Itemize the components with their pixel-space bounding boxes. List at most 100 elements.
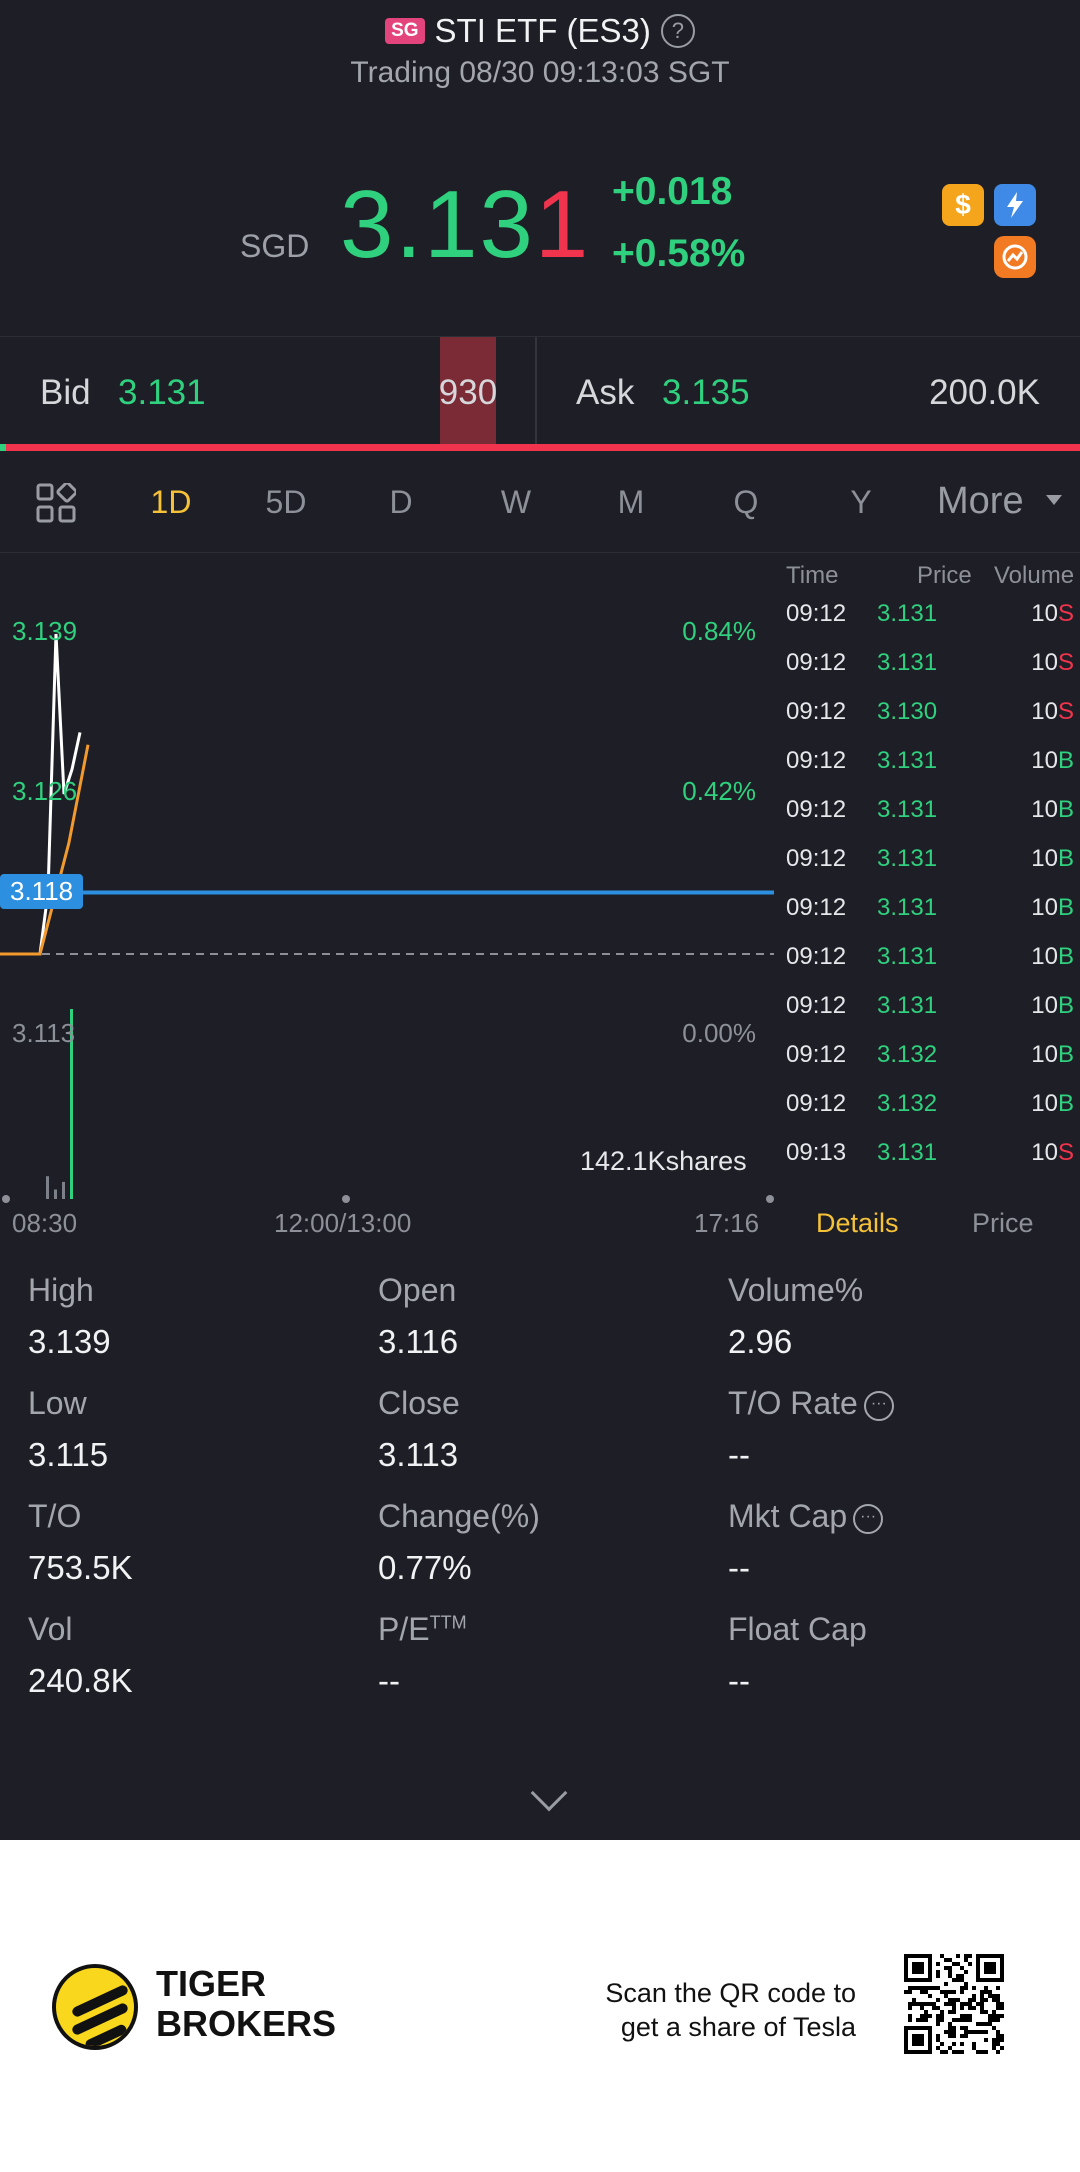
stat-label: Float Cap [728,1611,867,1647]
trades-header-price: Price [917,562,972,589]
x-tick-label: 08:30 [12,1208,78,1238]
stat-market-cap: Mkt Cap ··· -- [728,1498,1048,1587]
trade-price: 3.131 [877,600,938,627]
trade-side: S [1057,698,1074,725]
bid-ratio-fill [0,444,6,451]
stat-label: Vol [28,1611,73,1647]
stat-label-text: Mkt Cap [728,1498,848,1534]
trade-price: 3.132 [877,1090,938,1117]
bid-size: 930 [438,373,498,412]
tab-more[interactable]: More [937,480,1024,522]
trade-price: 3.131 [877,943,938,970]
dollar-icon[interactable]: $ [942,184,984,226]
trade-time: 09:12 [786,747,847,774]
bid-size-highlight [440,337,496,447]
flash-icon[interactable] [994,184,1036,226]
trade-time: 09:12 [786,1041,847,1068]
volume-bar [62,1181,65,1199]
stat-label: Open [378,1272,457,1308]
trade-row: 09:13 3.131 10 S [774,1129,1080,1178]
percent-tick-label: 0.42% [682,776,756,806]
trade-volume: 10 [1031,698,1058,725]
trade-volume: 10 [1031,649,1058,676]
stat-value: 0.77% [378,1549,472,1586]
stat-pe: P/ETTM -- [378,1611,698,1700]
trade-price: 3.131 [877,894,938,921]
trade-row: 09:12 3.131 10 S [774,590,1080,639]
y-tick-label: 3.126 [12,776,78,806]
tab-d[interactable]: D [389,484,413,520]
info-icon[interactable]: ··· [853,1503,884,1534]
trade-row: 09:12 3.132 10 B [774,1080,1080,1129]
trade-time: 09:13 [786,1139,847,1166]
trade-side: B [1057,894,1074,921]
trade-price: 3.131 [877,1139,938,1166]
trades-list[interactable]: Time Price Volume 09:12 3.131 10 S 09:12 3.13… [774,554,1080,1254]
last-price: 3.131 [340,170,590,280]
currency-label: SGD [240,228,310,264]
trade-row: 09:12 3.131 10 B [774,786,1080,835]
ask-size: 200.0K [929,373,1040,412]
x-tick-label: 17:16 [694,1208,760,1238]
stat-change-percent: Change(%) 0.77% [378,1498,698,1587]
trade-volume: 10 [1031,894,1058,921]
help-icon[interactable]: ? [660,14,695,48]
tab-m[interactable]: M [617,484,645,520]
trade-volume: 10 [1031,943,1058,970]
last-price-last-digit: 1 [534,171,591,278]
x-tick-mark [342,1195,350,1203]
tab-price[interactable]: Price [972,1208,1034,1238]
stats-grid: High 3.139 Open 3.116 Volume% 2.96 Low 3.115… [0,1260,1080,1720]
intraday-chart[interactable]: 3.139 3.126 3.113 0.84% 0.42% 0.00% 3.11… [0,554,774,1238]
trading-status: Trading 08/30 09:13:03 SGT [350,56,730,89]
stat-value: -- [378,1662,400,1699]
stat-label: T/O Rate ··· [728,1385,1048,1422]
tiger-logo-icon [52,1964,138,2050]
stat-label: Change(%) [378,1498,540,1534]
chart-canvas[interactable] [0,554,774,1210]
market-badge: SG [385,18,425,44]
qr-code-icon [904,1954,1004,2054]
grid-icon[interactable] [36,481,78,523]
ask-label: Ask [576,373,635,412]
promo-text: Scan the QR code to get a share of Tesla [605,1976,856,2044]
chevron-down-icon[interactable] [1046,495,1062,505]
tab-q[interactable]: Q [733,484,759,520]
trades-header-time: Time [786,562,839,589]
brand-name: TIGER BROKERS [156,1964,336,2044]
trade-volume: 10 [1031,600,1058,627]
percent-tick-label: 0.84% [682,616,756,646]
trade-side: B [1057,845,1074,872]
trade-volume: 10 [1031,1139,1058,1166]
bid-label: Bid [40,373,91,412]
tab-5d[interactable]: 5D [265,484,307,520]
stat-turnover: T/O 753.5K [28,1498,348,1587]
stat-value: 2.96 [728,1323,793,1360]
tab-details[interactable]: Details [816,1208,899,1238]
trade-volume: 10 [1031,845,1058,872]
trade-side: B [1057,943,1074,970]
trade-price: 3.131 [877,747,938,774]
tab-y[interactable]: Y [850,484,872,520]
stat-low: Low 3.115 [28,1385,348,1474]
info-icon[interactable]: ··· [863,1390,894,1421]
stock-title: STI ETF (ES3) [434,12,651,49]
tab-1d[interactable]: 1D [150,484,192,520]
chevron-down-icon[interactable] [530,1774,568,1812]
promo-text-line: get a share of Tesla [620,2012,856,2042]
stat-volume: Vol 240.8K [28,1611,348,1700]
quote-panel: SGD 3.131 +0.018 +0.58% $ [0,110,1080,336]
stat-close: Close 3.113 [378,1385,698,1474]
stat-value: 3.115 [28,1436,109,1473]
trade-price: 3.130 [877,698,938,725]
stat-value: 3.116 [378,1323,459,1360]
bid-ask-divider [535,337,537,447]
trade-price: 3.131 [877,796,938,823]
bid-ask-ratio-bar [0,444,1080,451]
trade-price: 3.131 [877,649,938,676]
chart-badge-icon[interactable] [994,236,1036,278]
trade-side: B [1057,747,1074,774]
y-tick-label: 3.113 [12,1018,76,1048]
tab-w[interactable]: W [500,484,532,520]
stat-volume-percent: Volume% 2.96 [728,1272,1048,1361]
